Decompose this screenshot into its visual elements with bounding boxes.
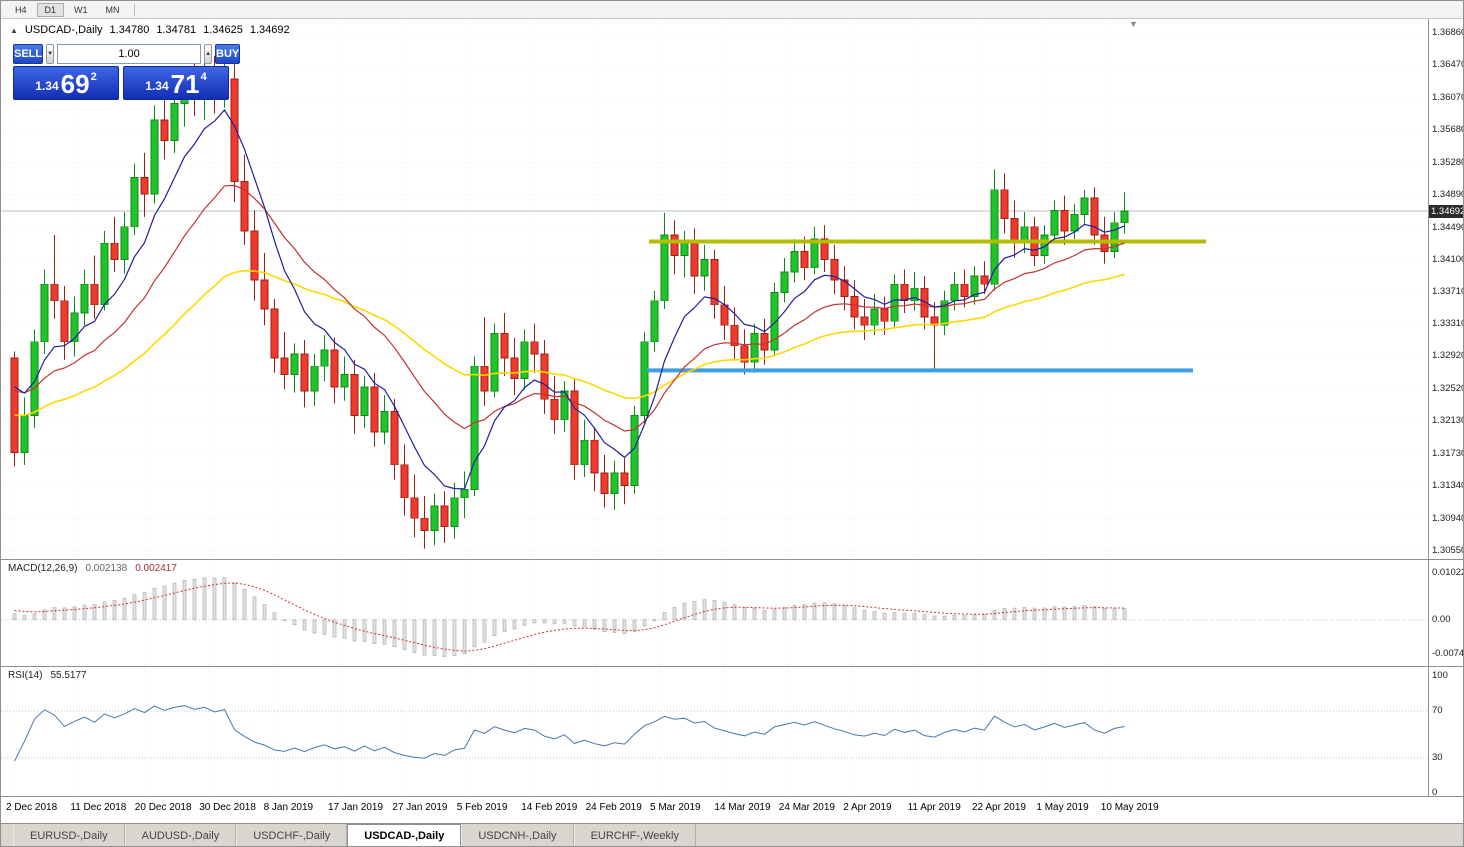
timeframe-toolbar: H4 D1 W1 MN [1, 1, 1463, 19]
time-axis-label: 11 Apr 2019 [907, 802, 961, 813]
price-axis-label: 1.35680 [1432, 123, 1464, 135]
sell-button[interactable]: SELL [13, 44, 44, 64]
timeframe-d1[interactable]: D1 [36, 2, 65, 17]
rsi-indicator-pane: 100 70 30 0 RSI(14) 55.5177 [1, 667, 1463, 798]
time-axis-label: 11 Dec 2018 [70, 802, 127, 813]
rsi-axis-label: 100 [1432, 670, 1448, 682]
chart-shift-marker-icon[interactable]: ▼ [1129, 19, 1138, 29]
timeframe-w1[interactable]: W1 [66, 3, 96, 17]
macd-main-value: 0.002138 [85, 563, 128, 574]
rsi-axis-label: 30 [1432, 751, 1443, 763]
price-axis-label: 1.36070 [1432, 91, 1464, 103]
macd-indicator-pane: 0.01022 0.00 -0.00747 MACD(12,26,9) 0.0021… [1, 560, 1464, 667]
macd-plot[interactable] [1, 560, 1428, 666]
time-axis-label: 30 Dec 2018 [199, 802, 256, 813]
price-axis-label: 1.34890 [1432, 188, 1464, 200]
tab-eurusd-daily[interactable]: EURUSD-,Daily [13, 824, 125, 846]
rsi-title: RSI(14) [8, 670, 43, 681]
tab-eurchf-weekly[interactable]: EURCHF-,Weekly [573, 824, 696, 846]
sell-price-prefix: 1.34 [35, 79, 59, 93]
macd-axis[interactable]: 0.01022 0.00 -0.00747 [1428, 560, 1464, 666]
time-axis-label: 14 Feb 2019 [521, 802, 578, 813]
one-click-collapse-icon[interactable]: ▲ [10, 25, 18, 35]
rsi-label: RSI(14) 55.5177 [8, 670, 87, 681]
ohlc-open: 1.34780 [109, 24, 150, 36]
chart-header: ▲ USDCAD-,Daily 1.34780 1.34781 1.34625 … [10, 24, 290, 36]
rsi-plot[interactable] [1, 667, 1428, 796]
price-axis-label: 1.30940 [1432, 513, 1464, 525]
timeframe-mn[interactable]: MN [98, 3, 128, 17]
price-axis-label: 1.33710 [1432, 285, 1464, 297]
macd-axis-label: -0.00747 [1432, 647, 1464, 659]
current-price-tag: 1.34692 [1429, 204, 1464, 218]
buy-price-button[interactable]: 1.34 71 4 [123, 66, 229, 100]
time-axis-label: 5 Mar 2019 [650, 802, 701, 813]
buy-price-pip: 4 [200, 71, 207, 83]
tab-audusd-daily[interactable]: AUDUSD-,Daily [124, 824, 237, 846]
sell-price-pip: 2 [90, 71, 97, 83]
time-axis-label: 10 May 2019 [1100, 802, 1159, 813]
tab-usdchf-daily[interactable]: USDCHF-,Daily [236, 824, 348, 846]
price-axis-label: 1.32520 [1432, 383, 1464, 395]
macd-axis-label: 0.00 [1432, 613, 1451, 625]
rsi-axis-label: 70 [1432, 705, 1443, 717]
tab-usdcad-daily[interactable]: USDCAD-,Daily [347, 824, 462, 846]
time-axis-label: 14 Mar 2019 [714, 802, 771, 813]
ohlc-high: 1.34781 [156, 24, 197, 36]
buy-button[interactable]: BUY [215, 44, 241, 64]
volume-decrease-icon[interactable]: ▼ [46, 44, 55, 64]
price-axis-label: 1.32920 [1432, 350, 1464, 362]
macd-axis-label: 0.01022 [1432, 567, 1464, 579]
time-axis-label: 8 Jan 2019 [263, 802, 314, 813]
time-axis-label: 22 Apr 2019 [972, 802, 1026, 813]
time-axis-label: 1 May 2019 [1036, 802, 1089, 813]
price-axis-label: 1.36470 [1432, 59, 1464, 71]
timeframe-h4[interactable]: H4 [7, 3, 35, 17]
price-axis-label: 1.36860 [1432, 27, 1464, 39]
time-axis-label: 2 Dec 2018 [6, 802, 58, 813]
price-axis[interactable]: 1.36860 1.36470 1.36070 1.35680 1.35280 1.348… [1428, 19, 1464, 559]
price-axis-label: 1.30550 [1432, 545, 1464, 557]
ohlc-low: 1.34625 [203, 24, 243, 36]
price-axis-label: 1.31340 [1432, 480, 1464, 492]
price-axis-label: 1.34490 [1432, 221, 1464, 233]
volume-input[interactable] [57, 44, 202, 64]
symbol-label: USDCAD-,Daily [24, 24, 103, 36]
macd-label: MACD(12,26,9) 0.002138 0.002417 [8, 563, 177, 574]
time-axis[interactable]: 2 Dec 2018 11 Dec 2018 20 Dec 2018 30 Dec 2… [1, 797, 1463, 824]
timeframe-button-group: H4 D1 W1 MN [7, 2, 128, 17]
macd-signal-value: 0.002417 [135, 563, 177, 574]
one-click-trading-panel: SELL ▼ ▲ BUY 1.34 69 2 1.34 71 4 [13, 44, 241, 100]
time-axis-label: 5 Feb 2019 [456, 802, 508, 813]
price-axis-label: 1.35280 [1432, 156, 1464, 168]
rsi-value: 55.5177 [50, 670, 87, 681]
buy-price-prefix: 1.34 [145, 79, 169, 93]
time-axis-label: 24 Feb 2019 [585, 802, 642, 813]
toolbar-separator [133, 3, 135, 16]
time-axis-label: 20 Dec 2018 [134, 802, 192, 813]
time-axis-label: 17 Jan 2019 [328, 802, 384, 813]
tab-usdcnh-daily[interactable]: USDCNH-,Daily [461, 824, 574, 846]
price-axis-label: 1.31730 [1432, 448, 1464, 460]
price-axis-label: 1.33310 [1432, 318, 1464, 330]
time-axis-label: 24 Mar 2019 [778, 802, 835, 813]
chart-tabs-bar: EURUSD-,Daily AUDUSD-,Daily USDCHF-,Daily U… [1, 824, 1463, 846]
sell-price-button[interactable]: 1.34 69 2 [13, 66, 119, 100]
price-chart-pane: 1.36860 1.36470 1.36070 1.35680 1.35280 1.348… [1, 19, 1464, 560]
buy-price-big: 71 [170, 69, 200, 100]
price-axis-label: 1.32130 [1432, 415, 1464, 427]
ohlc-close: 1.34692 [249, 24, 290, 36]
rsi-axis-label: 0 [1432, 786, 1438, 798]
time-axis-label: 2 Apr 2019 [843, 802, 892, 813]
sell-price-big: 69 [60, 69, 90, 100]
time-axis-label: 27 Jan 2019 [392, 802, 448, 813]
price-plot[interactable] [1, 19, 1428, 559]
price-axis-label: 1.34100 [1432, 253, 1464, 265]
macd-title: MACD(12,26,9) [8, 563, 78, 574]
rsi-axis[interactable]: 100 70 30 0 [1428, 667, 1463, 798]
volume-increase-icon[interactable]: ▲ [204, 44, 213, 64]
